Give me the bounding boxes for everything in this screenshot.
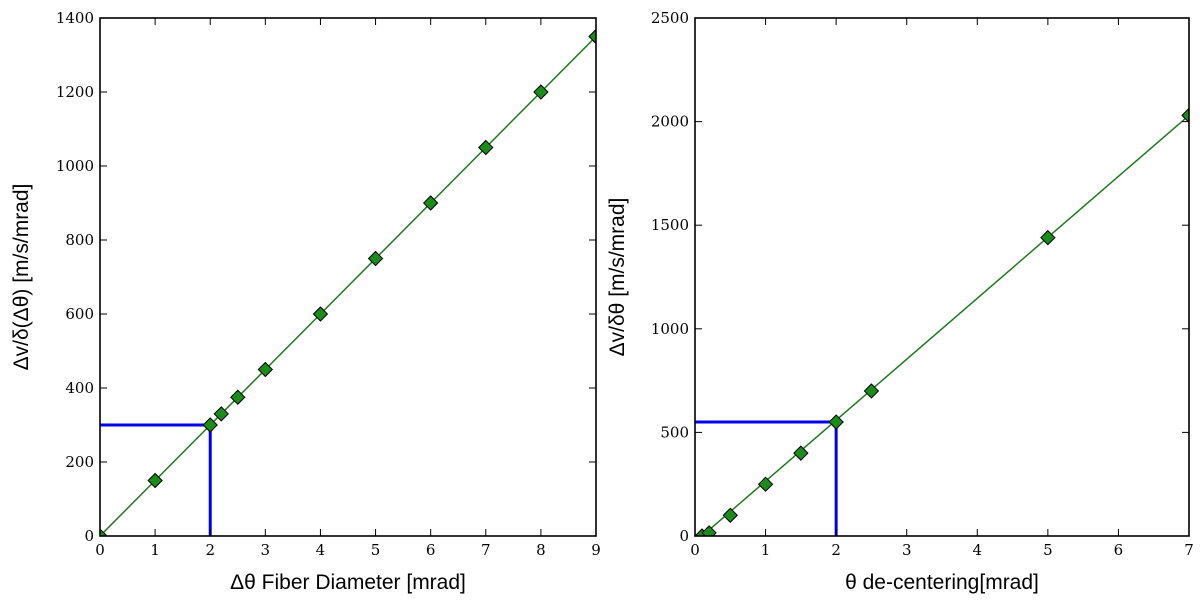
- chart-panel-1: 0 1 2 3 4 5 6 7 8 9 0 200 400 600 800 1000 1200 1400 Δθ Fi…: [10, 9, 601, 594]
- y-tick-label: 400: [65, 379, 94, 397]
- y-tick-label: 0: [84, 527, 94, 545]
- data-point-marker: [1040, 229, 1056, 246]
- y-tick-label: 1200: [56, 83, 94, 101]
- y-tick-label: 1000: [651, 320, 689, 338]
- plot-area: [695, 107, 1189, 536]
- data-point-marker: [588, 28, 596, 45]
- x-axis-label: Δθ Fiber Diameter [mrad]: [230, 571, 466, 594]
- x-tick-label: 3: [261, 541, 271, 559]
- data-point-marker: [213, 406, 229, 422]
- x-tick-label: 2: [831, 541, 841, 559]
- x-tick-label: 1: [761, 541, 771, 559]
- x-tick-label: 6: [1114, 541, 1124, 559]
- y-tick-label: 1400: [56, 9, 94, 27]
- data-point-marker: [722, 507, 738, 523]
- y-tick-label: 600: [65, 305, 94, 323]
- data-point-marker: [202, 417, 218, 433]
- x-tick-label: 2: [205, 541, 215, 559]
- x-tick-label: 7: [481, 541, 491, 559]
- y-tick-label: 500: [660, 423, 689, 441]
- data-point-marker: [230, 389, 246, 405]
- y-tick-label: 1000: [56, 157, 94, 175]
- y-tick-label: 2500: [651, 9, 689, 27]
- data-point-marker: [422, 195, 439, 211]
- data-point-marker: [701, 525, 717, 536]
- y-tick-label: 2000: [651, 113, 689, 131]
- x-tick-label: 6: [426, 541, 436, 559]
- data-point-marker: [863, 383, 880, 399]
- x-axis-label: θ de-centering[mrad]: [845, 571, 1039, 594]
- data-point-marker: [100, 528, 108, 536]
- x-tick-label: 4: [973, 541, 983, 559]
- data-point-marker: [828, 414, 844, 430]
- data-point-marker: [367, 250, 384, 267]
- chart-panel-2: 0 1 2 3 4 5 6 7 0 500 1000 1500 2000 2500 θ de-centeri…: [606, 9, 1194, 594]
- data-point-marker: [757, 476, 774, 492]
- x-tick-label: 5: [371, 541, 381, 559]
- y-tick-label: 800: [65, 231, 94, 249]
- x-tick-label: 7: [1184, 541, 1194, 559]
- x-tick-label: 4: [316, 541, 326, 559]
- data-point-marker: [312, 306, 329, 322]
- axes-frame: [99, 17, 597, 537]
- series-fit-line: [100, 35, 596, 536]
- x-tick-label: 3: [902, 541, 912, 559]
- y-axis-label: Δv/δ(Δθ) [m/s/mrad]: [10, 184, 33, 371]
- plot-area: [100, 28, 596, 536]
- data-point-marker: [793, 445, 809, 461]
- x-tick-label: 0: [95, 541, 105, 559]
- data-point-marker: [533, 84, 549, 100]
- x-tick-label: 0: [690, 541, 700, 559]
- data-point-marker: [478, 139, 494, 156]
- y-tick-label: 1500: [651, 216, 689, 234]
- x-tick-label: 8: [536, 541, 546, 559]
- y-tick-label: 0: [679, 527, 689, 545]
- x-tick-label: 5: [1043, 541, 1053, 559]
- data-point-marker: [1181, 107, 1189, 124]
- x-tick-label: 9: [591, 541, 601, 559]
- x-tick-label: 1: [150, 541, 160, 559]
- axes-frame: [694, 17, 1190, 537]
- data-point-marker: [257, 361, 274, 378]
- y-axis-label: Δv/δθ [m/s/mrad]: [606, 198, 629, 357]
- series-fit-line: [701, 114, 1189, 536]
- data-point-marker: [147, 472, 163, 489]
- y-tick-label: 200: [65, 453, 94, 471]
